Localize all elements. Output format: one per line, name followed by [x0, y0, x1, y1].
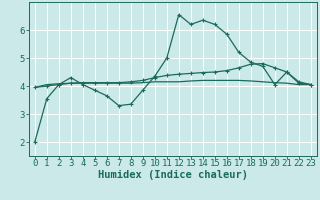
X-axis label: Humidex (Indice chaleur): Humidex (Indice chaleur)	[98, 170, 248, 180]
